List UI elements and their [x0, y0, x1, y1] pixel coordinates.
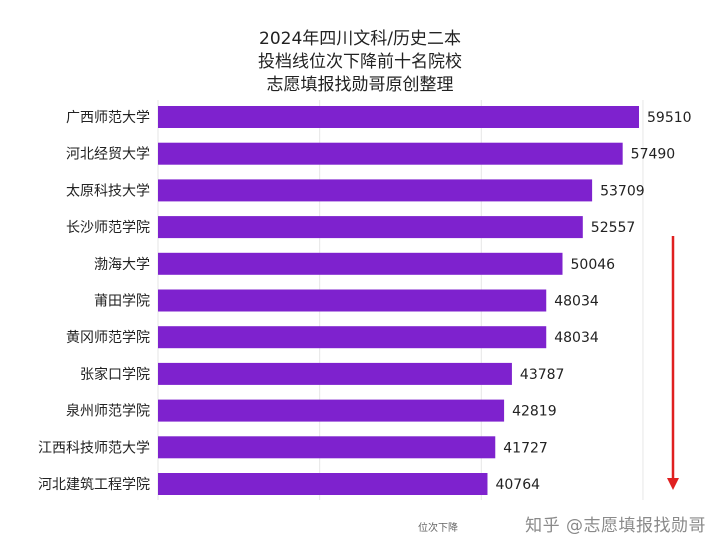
title-line-3: 志愿填报找勋哥原创整理: [266, 75, 454, 95]
down-arrow-icon: [667, 236, 679, 490]
bar: [158, 142, 623, 165]
bar: [158, 399, 505, 422]
bar: [158, 252, 563, 275]
x-axis-label: 位次下降: [418, 523, 458, 534]
chart-title: 2024年四川文科/历史二本 投档线位次下降前十名院校 志愿填报找勋哥原创整理: [0, 28, 720, 97]
title-line-2: 投档线位次下降前十名院校: [258, 52, 462, 72]
value-label: 41727: [503, 440, 548, 456]
category-label: 太原科技大学: [66, 183, 150, 199]
bar: [158, 473, 488, 495]
category-label: 广西师范大学: [66, 109, 150, 126]
category-label: 渤海大学: [94, 257, 150, 273]
value-label: 48034: [554, 294, 599, 310]
value-label: 57490: [631, 147, 676, 163]
bar: [158, 326, 547, 349]
value-label: 52557: [591, 220, 636, 236]
watermark: 知乎 @志愿填报找勋哥: [525, 516, 706, 536]
bar: [158, 362, 512, 385]
title-line-1: 2024年四川文科/历史二本: [259, 29, 461, 49]
value-label: 43787: [520, 367, 565, 383]
category-label: 泉州师范学院: [66, 403, 150, 420]
arrow-head: [667, 478, 679, 490]
bar: [158, 289, 547, 312]
value-label: 53709: [600, 183, 645, 199]
value-labels: 59510 57490 53709 52557 50046 48034 48034 43787…: [495, 110, 691, 493]
bars: [158, 106, 639, 495]
category-labels: 广西师范大学河北经贸大学太原科技大学长沙师范学院渤海大学莆田学院黄冈师范学院张家…: [38, 109, 150, 493]
category-label: 长沙师范学院: [66, 219, 150, 236]
bar: [158, 106, 639, 128]
bar: [158, 216, 583, 239]
bar: [158, 179, 593, 202]
value-label: 48034: [554, 330, 599, 346]
category-label: 莆田学院: [94, 294, 150, 310]
category-label: 河北建筑工程学院: [38, 477, 150, 493]
value-label: 40764: [495, 477, 540, 493]
bar: [158, 436, 496, 459]
value-label: 50046: [571, 257, 616, 273]
category-label: 河北经贸大学: [66, 147, 150, 163]
category-label: 江西科技师范大学: [38, 439, 150, 456]
category-label: 张家口学院: [80, 366, 150, 383]
value-label: 42819: [512, 404, 557, 420]
category-label: 黄冈师范学院: [66, 329, 150, 346]
value-label: 59510: [647, 110, 692, 126]
